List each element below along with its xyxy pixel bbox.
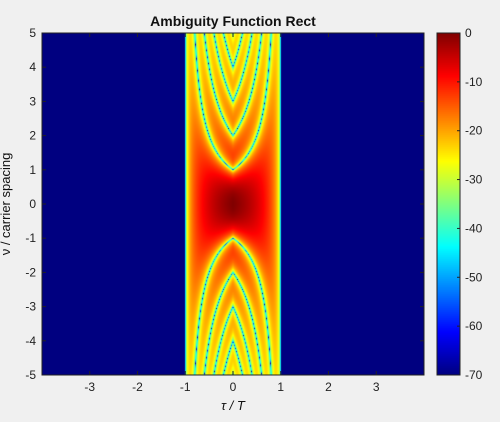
y-tick-label: 5 <box>29 26 36 40</box>
x-tick-label: 3 <box>373 380 380 394</box>
colorbar <box>436 32 461 376</box>
y-tick-label: -5 <box>25 368 36 382</box>
y-axis-label: ν / carrier spacing <box>0 153 13 256</box>
plot-area <box>41 32 425 376</box>
colorbar-tick-label: -30 <box>465 173 483 187</box>
x-tick-label: -1 <box>180 380 191 394</box>
heatmap-image <box>42 33 424 375</box>
colorbar-tick-label: 0 <box>465 26 472 40</box>
x-tick-label: 0 <box>230 380 237 394</box>
y-tick-label: -1 <box>25 231 36 245</box>
x-axis-label: τ / T <box>221 398 246 413</box>
y-tick-label: 2 <box>29 129 36 143</box>
colorbar-tick-label: -10 <box>465 75 483 89</box>
y-tick-label: -4 <box>25 334 36 348</box>
colorbar-frame <box>436 32 461 376</box>
colorbar-tick-label: -50 <box>465 270 483 284</box>
chart-title: Ambiguity Function Rect <box>150 13 316 29</box>
x-tick-label: -3 <box>84 380 95 394</box>
colorbar-tick-label: -60 <box>465 319 483 333</box>
x-tick-label: -2 <box>132 380 143 394</box>
x-tick-label: 1 <box>277 380 284 394</box>
colorbar-tick-label: -70 <box>465 368 483 382</box>
colorbar-tick-label: -40 <box>465 221 483 235</box>
colorbar-gradient <box>437 33 460 375</box>
y-tick-label: 3 <box>29 94 36 108</box>
y-tick-label: 1 <box>29 163 36 177</box>
x-axis-ticks: -3 -2 -1 0 1 2 3 <box>84 33 380 394</box>
y-axis-ticks: -5 -4 -3 -2 -1 0 1 2 3 4 5 <box>25 26 424 382</box>
y-tick-label: 4 <box>29 60 36 74</box>
colorbar-tick-label: -20 <box>465 124 483 138</box>
y-tick-label: -3 <box>25 300 36 314</box>
y-tick-label: -2 <box>25 265 36 279</box>
colorbar-ticks: 0 -10 -20 -30 -40 -50 -60 -70 <box>457 26 483 382</box>
y-tick-label: 0 <box>29 197 36 211</box>
x-tick-label: 2 <box>325 380 332 394</box>
